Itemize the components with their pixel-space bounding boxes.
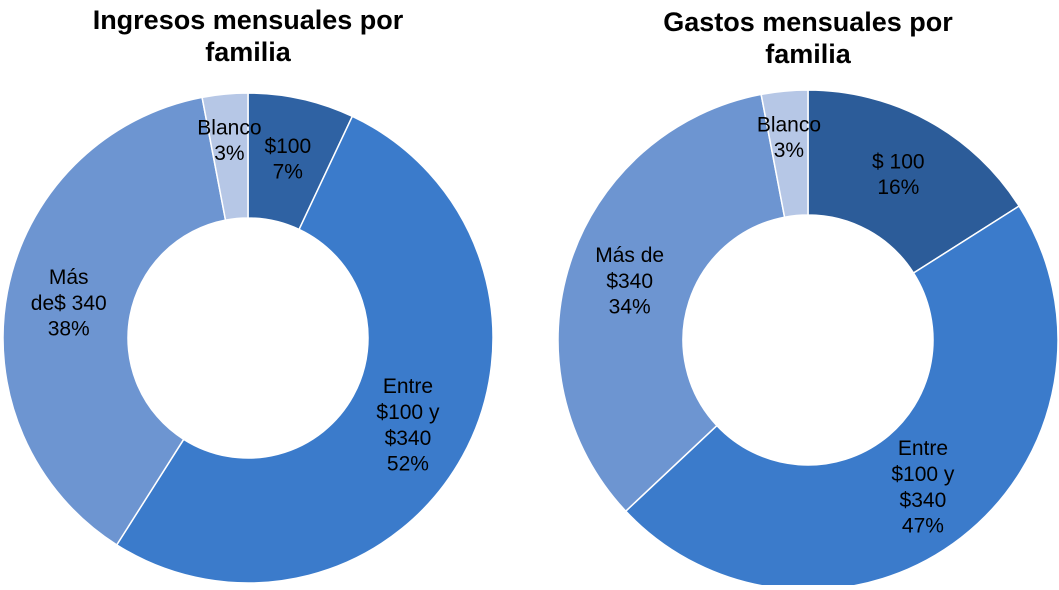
donut-slice <box>557 93 786 513</box>
slice-label: $ 100 <box>872 150 925 173</box>
slice-value-label: 7% <box>273 160 303 183</box>
slice-label: Entre $100 y $340 <box>891 437 955 512</box>
donut-slice <box>201 92 249 222</box>
slice-label: $100 <box>264 134 311 157</box>
text-line: Blanco <box>197 116 261 139</box>
donut-slice <box>115 115 494 584</box>
donut-slice <box>807 89 1021 275</box>
donut-slice <box>2 96 227 546</box>
slice-label: Más de$ 340 <box>31 265 107 314</box>
text-line: Más <box>49 265 89 288</box>
slice-value-label: 3% <box>214 142 244 165</box>
text-line: $340 <box>385 426 432 449</box>
text-line: $340 <box>900 489 947 512</box>
slice-value-label: 34% <box>609 296 651 319</box>
text-line: Entre <box>898 437 948 460</box>
text-line: $ 100 <box>872 150 925 173</box>
slice-value-label: 3% <box>774 139 804 162</box>
slice-label: Blanco <box>197 116 261 139</box>
text-line: $100 y <box>891 463 955 486</box>
text-line: $100 y <box>376 400 440 423</box>
text-line: $100 <box>264 134 311 157</box>
text-line: familia <box>205 37 292 67</box>
slice-label: Más de $340 <box>595 244 664 293</box>
slice-label: Blanco <box>757 113 821 136</box>
text-line: Entre <box>383 374 433 397</box>
slice-value-label: 52% <box>387 452 429 475</box>
text-line: Más de <box>595 244 664 267</box>
donut-slice <box>760 89 809 219</box>
text-line: $340 <box>606 270 653 293</box>
chart-title: Ingresos mensuales por familia <box>93 5 404 67</box>
donut-slice <box>624 205 1059 590</box>
slice-value-label: 16% <box>877 176 919 199</box>
text-line: Gastos mensuales por <box>663 7 953 37</box>
text-line: Ingresos mensuales por <box>93 5 404 35</box>
text-line: familia <box>765 39 852 69</box>
text-line: Blanco <box>757 113 821 136</box>
slice-value-label: 47% <box>902 515 944 538</box>
chart-title: Gastos mensuales por familia <box>663 7 953 69</box>
text-line: de$ 340 <box>31 291 107 314</box>
slice-value-label: 38% <box>48 317 90 340</box>
slice-label: Entre $100 y $340 <box>376 374 440 449</box>
